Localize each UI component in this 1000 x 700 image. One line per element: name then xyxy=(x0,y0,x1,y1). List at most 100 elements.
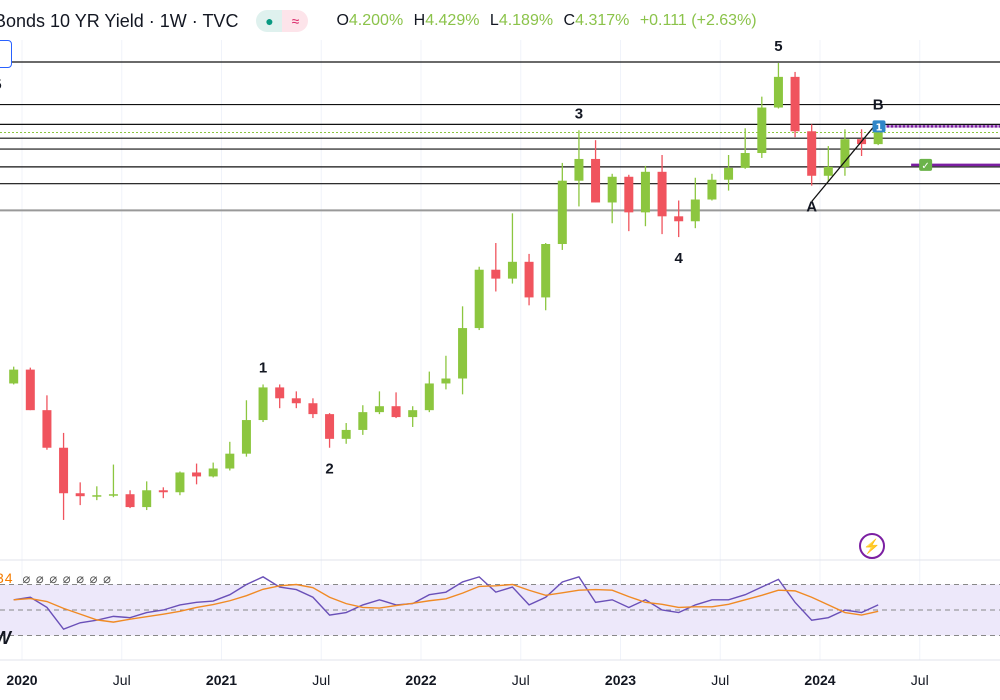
time-axis-label: Jul xyxy=(511,672,530,688)
candle xyxy=(657,154,667,235)
rsi-legend[interactable]: 34 ⌀ ⌀ ⌀ ⌀ ⌀ ⌀ ⌀ xyxy=(0,570,112,587)
time-axis-label: Jul xyxy=(910,672,929,688)
candle xyxy=(740,128,750,169)
candle xyxy=(773,63,783,109)
candle xyxy=(624,174,634,232)
candle-body xyxy=(424,383,434,411)
drawing-toolbar-box[interactable] xyxy=(0,40,12,68)
candle xyxy=(574,130,584,207)
candle xyxy=(707,173,717,201)
high-value: 4.429% xyxy=(425,12,480,29)
candle-body xyxy=(59,447,69,494)
candle xyxy=(325,413,335,448)
candle-body xyxy=(773,76,783,108)
candle xyxy=(275,384,285,409)
candle-body xyxy=(358,412,368,430)
wave-label-2: 2 xyxy=(325,461,333,478)
candle xyxy=(374,391,384,415)
candle-body xyxy=(574,158,584,181)
candle xyxy=(823,146,833,182)
candle xyxy=(341,423,351,444)
symbol-title[interactable]: Bonds 10 YR Yield · 1W · TVC xyxy=(0,10,239,31)
status-pill[interactable]: ● ≈ xyxy=(256,10,309,32)
wave-label-3: 3 xyxy=(575,105,583,122)
candle-body xyxy=(92,495,102,497)
candle xyxy=(125,490,135,509)
candle-body xyxy=(42,410,52,448)
candle-body xyxy=(757,107,767,154)
candle xyxy=(142,481,152,511)
candle-body xyxy=(474,269,484,329)
candle xyxy=(175,471,185,496)
check-icon: ✓ xyxy=(921,161,929,172)
candle-body xyxy=(707,179,717,200)
alert-marker-label: 1 xyxy=(876,122,883,133)
candle xyxy=(59,432,69,520)
candle xyxy=(108,464,118,498)
candle-body xyxy=(640,171,650,213)
candle xyxy=(391,392,401,419)
candle xyxy=(241,400,251,457)
candle-body xyxy=(208,468,218,477)
candle xyxy=(857,129,867,156)
close-value: 4.317% xyxy=(575,12,630,29)
candle-body xyxy=(258,387,268,421)
candle xyxy=(474,266,484,331)
candle-body xyxy=(25,369,35,411)
candle-body xyxy=(408,410,418,418)
market-status-dot-icon: ● xyxy=(256,10,283,32)
candle-body xyxy=(142,490,152,508)
candle xyxy=(192,463,202,485)
candle-body xyxy=(175,472,185,493)
candle-body xyxy=(192,472,202,477)
change-value: +0.111 (+2.63%) xyxy=(639,12,757,29)
rsi-line xyxy=(13,576,879,630)
candle xyxy=(208,462,218,478)
low-value: 4.189% xyxy=(498,12,554,29)
lightning-icon[interactable]: ⚡ xyxy=(859,533,885,559)
candle-body xyxy=(790,76,800,132)
candle-body xyxy=(840,139,850,167)
candle xyxy=(790,71,800,138)
candle xyxy=(308,398,318,419)
time-axis-label: 2024 xyxy=(804,672,836,688)
candle-body xyxy=(674,216,684,222)
candle xyxy=(507,213,517,284)
delayed-data-icon: ≈ xyxy=(282,10,309,32)
candle xyxy=(92,486,102,501)
candle-body xyxy=(275,387,285,399)
candle-body xyxy=(391,406,401,418)
candle xyxy=(840,129,850,176)
time-axis-label: Jul xyxy=(711,672,730,688)
candle xyxy=(607,173,617,224)
candle-body xyxy=(591,158,601,203)
candle xyxy=(424,371,434,413)
candle-body xyxy=(9,369,19,384)
candle xyxy=(441,355,451,390)
alert-marker xyxy=(872,120,886,133)
time-axis-label: 2020 xyxy=(6,672,38,688)
candle xyxy=(225,441,235,471)
candle xyxy=(640,165,650,227)
check-marker xyxy=(919,158,933,171)
candle-body xyxy=(308,403,318,415)
candle xyxy=(9,366,19,385)
candle-body xyxy=(325,414,335,439)
candle xyxy=(458,306,468,395)
candle xyxy=(291,391,301,409)
candle-body xyxy=(125,494,135,508)
candle-body xyxy=(341,429,351,439)
partial-wave-label: W xyxy=(0,628,11,649)
candle-body xyxy=(75,493,85,497)
candle-body xyxy=(158,490,168,493)
candle-body xyxy=(873,132,883,145)
candle xyxy=(674,200,684,238)
symbol-header: Bonds 10 YR Yield · 1W · TVC ● ≈ O4.200%… xyxy=(0,10,763,32)
candle xyxy=(690,177,700,229)
time-axis-label: 2022 xyxy=(405,672,437,688)
candle-body xyxy=(241,420,251,454)
time-axis-label: 2023 xyxy=(604,672,637,688)
candle-body xyxy=(524,261,534,298)
rsi-ma-line xyxy=(13,583,879,623)
